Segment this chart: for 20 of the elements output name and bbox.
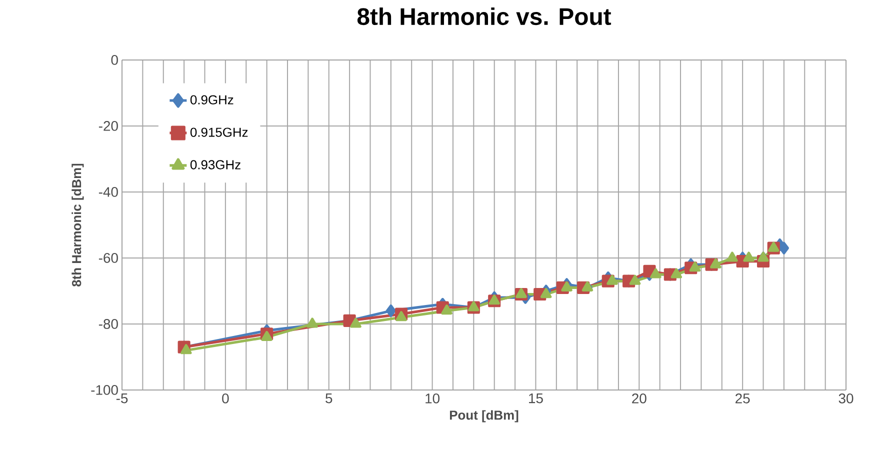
legend-label: 0.93GHz — [190, 160, 240, 170]
x-tick-label: 0 — [222, 393, 229, 404]
y-axis-title: 8th Harmonic [dBm] — [72, 164, 84, 286]
y-tick-label: -60 — [98, 253, 118, 263]
x-tick-label: 25 — [736, 393, 750, 404]
legend-label: 0.9GHz — [190, 95, 234, 104]
x-tick-label: -5 — [116, 394, 128, 404]
legend-label: 0.915GHz — [190, 128, 248, 137]
x-tick-label: 10 — [426, 393, 440, 404]
x-tick-label: 5 — [326, 394, 332, 404]
y-tick-label: -20 — [98, 121, 118, 131]
x-axis-title: Pout [dBm] — [450, 410, 518, 422]
y-tick-label: -80 — [98, 319, 118, 329]
x-tick-label: 30 — [838, 393, 854, 404]
x-tick-label: 15 — [529, 394, 543, 404]
chart-title: 8th Harmonic vs. Pout — [357, 8, 612, 26]
x-tick-label: 20 — [632, 393, 646, 404]
y-tick-label: -40 — [98, 187, 118, 197]
y-tick-label: 0 — [111, 55, 118, 65]
y-tick-label: -100 — [91, 385, 118, 395]
